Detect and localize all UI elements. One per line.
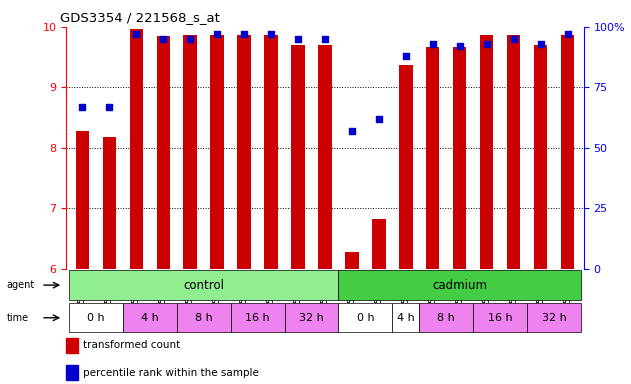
Bar (66, 365, 78, 380)
Bar (399, 65, 413, 269)
Bar (156, 36, 170, 269)
Point (293, 36, 303, 42)
Text: control: control (183, 279, 224, 291)
FancyBboxPatch shape (285, 303, 338, 333)
FancyBboxPatch shape (231, 303, 285, 333)
FancyBboxPatch shape (338, 303, 392, 333)
Text: 16 h: 16 h (488, 313, 512, 323)
Point (536, 41, 546, 47)
Text: GDS3354 / 221568_s_at: GDS3354 / 221568_s_at (60, 12, 220, 25)
Text: 0 h: 0 h (357, 313, 374, 323)
FancyBboxPatch shape (392, 303, 419, 333)
Bar (76, 131, 89, 269)
Point (401, 53, 411, 59)
Text: transformed count: transformed count (83, 340, 180, 350)
Point (266, 31, 276, 37)
FancyBboxPatch shape (123, 303, 177, 333)
Bar (507, 35, 521, 269)
Text: 32 h: 32 h (541, 313, 567, 323)
Bar (264, 35, 278, 269)
Point (239, 31, 249, 37)
Bar (318, 45, 332, 269)
Bar (292, 45, 305, 269)
FancyBboxPatch shape (177, 303, 231, 333)
Point (185, 36, 195, 42)
Text: 32 h: 32 h (299, 313, 324, 323)
Point (78, 104, 88, 110)
Bar (480, 35, 493, 269)
Point (374, 116, 384, 122)
Point (104, 104, 114, 110)
Point (562, 31, 572, 37)
Point (481, 41, 492, 47)
Bar (103, 137, 116, 269)
Point (455, 43, 465, 49)
Bar (534, 45, 547, 269)
Text: cadmium: cadmium (432, 279, 487, 291)
Bar (184, 35, 197, 269)
Bar (210, 35, 224, 269)
FancyBboxPatch shape (419, 303, 473, 333)
Text: 8 h: 8 h (437, 313, 455, 323)
FancyBboxPatch shape (69, 303, 123, 333)
Bar (66, 338, 78, 353)
Bar (561, 35, 574, 269)
Point (347, 128, 357, 134)
Bar (372, 219, 386, 269)
Point (131, 31, 141, 37)
Text: time: time (6, 313, 28, 323)
Text: 4 h: 4 h (397, 313, 415, 323)
Text: 16 h: 16 h (245, 313, 270, 323)
Bar (453, 47, 466, 269)
Text: agent: agent (6, 280, 35, 290)
FancyBboxPatch shape (473, 303, 527, 333)
Point (212, 31, 222, 37)
Point (509, 36, 519, 42)
Bar (345, 252, 358, 269)
Text: percentile rank within the sample: percentile rank within the sample (83, 367, 259, 377)
Bar (129, 29, 143, 269)
Point (428, 41, 438, 47)
Bar (426, 47, 440, 269)
FancyBboxPatch shape (527, 303, 581, 333)
FancyBboxPatch shape (338, 270, 581, 300)
Point (320, 36, 330, 42)
Text: 8 h: 8 h (195, 313, 213, 323)
Point (158, 36, 168, 42)
FancyBboxPatch shape (69, 270, 338, 300)
Text: 0 h: 0 h (87, 313, 105, 323)
Text: 4 h: 4 h (141, 313, 158, 323)
Bar (237, 35, 251, 269)
